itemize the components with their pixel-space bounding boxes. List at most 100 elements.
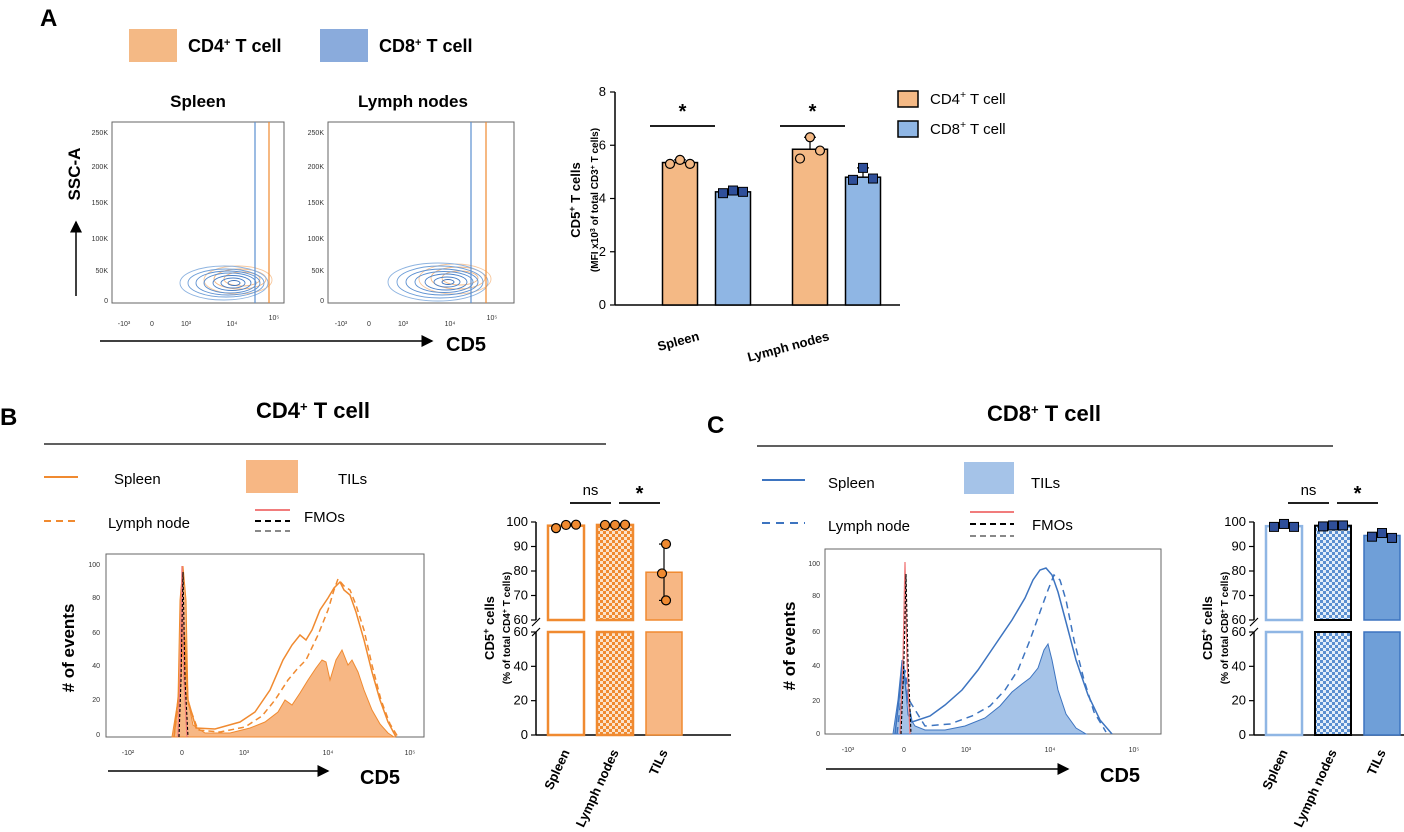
- category-label: Spleen: [656, 328, 701, 354]
- panel-c-letter: C: [707, 412, 724, 439]
- hist-c-y-ticks: 100 80 60 40 20 0: [808, 561, 820, 738]
- flow-title-spleen: Spleen: [170, 92, 226, 111]
- bar: [714, 191, 752, 306]
- flow1-ytick: 250K: [92, 130, 109, 137]
- flow-plot-lymph: [327, 121, 515, 304]
- svg-text:10³: 10³: [181, 321, 192, 328]
- legend-swatch: [897, 120, 919, 138]
- svg-text:0: 0: [150, 321, 154, 328]
- svg-text:60: 60: [812, 629, 820, 636]
- legend-swatch: [897, 90, 919, 108]
- svg-text:20: 20: [812, 698, 820, 705]
- flow2-ytick: 50K: [312, 268, 325, 275]
- data-point: [1387, 532, 1397, 543]
- data-point: [660, 538, 672, 550]
- data-point: [660, 595, 672, 606]
- svg-text:10⁵: 10⁵: [405, 750, 416, 757]
- svg-text:10⁴: 10⁴: [227, 321, 238, 328]
- hist-b-x-label: CD5: [360, 767, 400, 789]
- data-point: [1269, 521, 1279, 532]
- svg-text:10⁵: 10⁵: [1129, 747, 1140, 754]
- axis-break: [531, 617, 541, 627]
- legend-tils-swatch: [246, 460, 298, 493]
- y-tick-label: 60: [514, 612, 528, 627]
- bar: [844, 176, 882, 306]
- histogram-cd4: [105, 553, 425, 738]
- bar-upper: [1314, 524, 1352, 621]
- significance-label: *: [679, 101, 687, 123]
- panel-b-title: CD4+ T cell: [256, 398, 370, 423]
- data-point: [728, 185, 738, 196]
- flow2-ytick: 0: [320, 298, 324, 305]
- svg-text:80: 80: [92, 595, 100, 602]
- bar-chart-a: 0 2 4 6 8 * Spleen * Lymph nodes CD5+ T cells (MFI…: [567, 84, 1006, 365]
- hist-c-x-label: CD5: [1100, 765, 1140, 787]
- svg-text:0: 0: [367, 321, 371, 328]
- y-tick-label: 0: [599, 297, 606, 312]
- legend-swatch-cd4: [129, 29, 177, 62]
- y-tick-label: 60: [1232, 624, 1246, 639]
- bar: [791, 148, 829, 306]
- data-point: [858, 162, 868, 173]
- y-axis-label-sub: (% of total CD4+ T cells): [502, 572, 514, 684]
- y-tick-label: 70: [1232, 588, 1246, 603]
- legend-fmos: FMOs: [304, 509, 345, 526]
- y-axis-label: CD5+ cells: [1199, 596, 1215, 660]
- significance-label: ns: [583, 482, 599, 499]
- flow2-y-ticks: 250K 200K 150K 100K 50K 0: [308, 130, 325, 305]
- svg-text:0: 0: [816, 731, 820, 738]
- data-point: [1367, 531, 1377, 542]
- legend-c-spleen: Spleen: [828, 475, 875, 492]
- y-tick-label: 0: [1239, 727, 1246, 742]
- y-tick-label: 2: [599, 244, 606, 259]
- y-tick-label: 20: [514, 693, 528, 708]
- flow1-ytick: 150K: [92, 200, 109, 207]
- y-tick-label: 60: [514, 624, 528, 639]
- svg-text:100: 100: [88, 562, 100, 569]
- panel-a-letter: A: [40, 5, 57, 32]
- category-label: Lymph nodes: [573, 747, 622, 829]
- svg-text:-10²: -10²: [122, 750, 135, 757]
- y-tick-label: 80: [1232, 563, 1246, 578]
- data-point: [814, 145, 826, 156]
- legend-label-cd8: CD8+ T cell: [379, 36, 472, 56]
- svg-text:10⁴: 10⁴: [323, 750, 334, 757]
- hist-c-y-label: # of events: [780, 602, 799, 691]
- flow1-x-ticks: -10³ 0 10³ 10⁴ 10⁵: [118, 315, 280, 328]
- data-point: [664, 158, 676, 169]
- data-point: [656, 568, 668, 579]
- y-tick-label: 40: [1232, 658, 1246, 673]
- bar-chart-c: 60 70 80 90 100 0 20 40 60 Spleen Lymph nodes TILs n…: [1199, 482, 1404, 829]
- flow1-y-ticks: 250K 200K 150K 100K 50K 0: [92, 130, 109, 305]
- y-tick-label: 40: [514, 658, 528, 673]
- y-tick-label: 80: [514, 563, 528, 578]
- legend-c-fmos: FMOs: [1032, 517, 1073, 534]
- legend-label: CD8+ T cell: [930, 119, 1006, 138]
- bar-lower: [645, 631, 683, 736]
- legend-lymph: Lymph node: [108, 515, 190, 532]
- bar-lower: [1363, 631, 1401, 736]
- legend-swatch-cd8: [320, 29, 368, 62]
- axis-break: [1249, 617, 1259, 627]
- significance-label: *: [636, 483, 644, 505]
- data-point: [570, 519, 582, 530]
- y-tick-label: 60: [1232, 612, 1246, 627]
- flow2-ytick: 150K: [308, 200, 325, 207]
- y-tick-label: 90: [514, 539, 528, 554]
- data-point: [794, 153, 806, 164]
- legend-tils: TILs: [338, 471, 367, 488]
- category-label: Spleen: [541, 747, 573, 792]
- data-point: [804, 132, 816, 143]
- y-axis-label: CD5+ cells: [481, 596, 497, 660]
- panel-b-letter: B: [0, 404, 17, 431]
- svg-text:-10³: -10³: [335, 321, 348, 328]
- svg-text:80: 80: [812, 593, 820, 600]
- category-label: TILs: [646, 747, 671, 778]
- data-point: [1279, 518, 1289, 529]
- bar-chart-b: 60 70 80 90 100 0 20 40 60 Spleen Lymph nodes TILs n…: [481, 482, 731, 829]
- data-point: [619, 519, 631, 530]
- y-axis-label-sub: (% of total CD8+ T cells): [1220, 572, 1232, 684]
- flow1-ytick: 100K: [92, 236, 109, 243]
- svg-text:0: 0: [902, 747, 906, 754]
- bar-lower: [595, 630, 635, 737]
